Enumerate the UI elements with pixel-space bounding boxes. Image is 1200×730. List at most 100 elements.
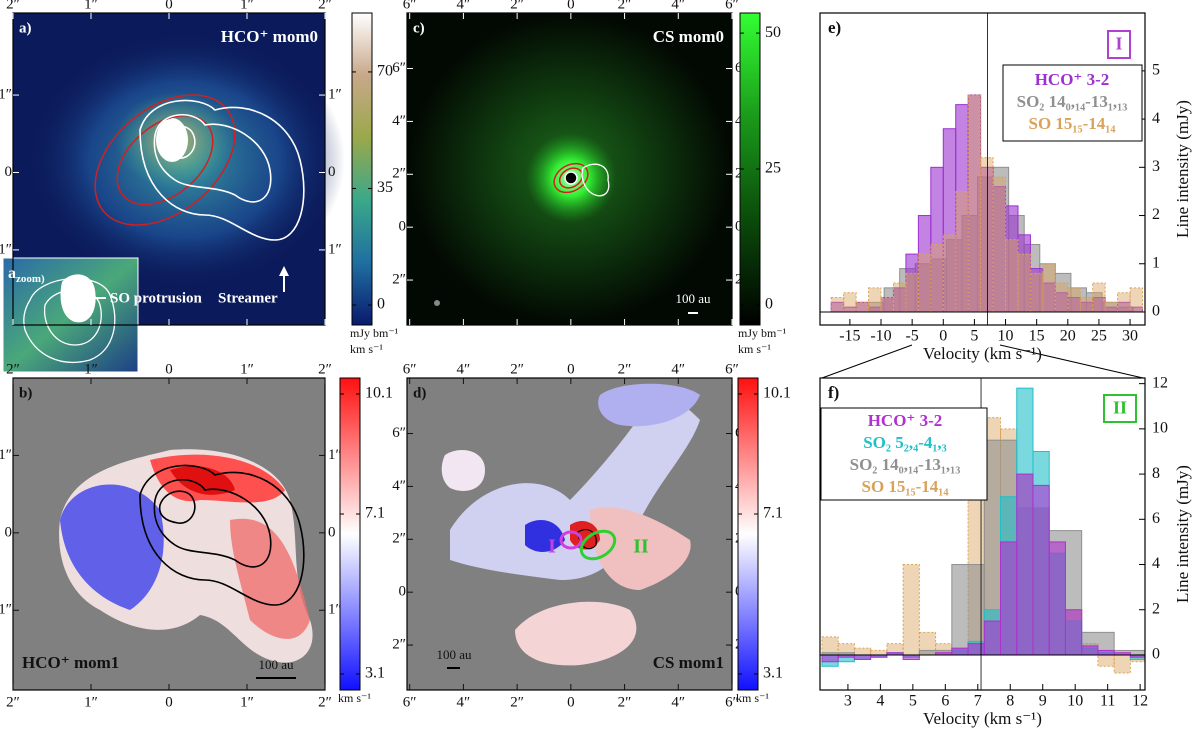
y-tick-label: 3 xyxy=(1152,158,1160,175)
y-tick-label: 0 xyxy=(1152,303,1160,320)
histogram-bar xyxy=(1081,645,1099,656)
x-tick-label: 2″ xyxy=(318,361,332,377)
y-tick-label: 2″ xyxy=(392,271,406,287)
legend-entry: SO₂ 5₂,₄-4₁,₃ xyxy=(863,433,947,452)
x-tick-label: 4″ xyxy=(671,694,685,710)
panel-tag: I xyxy=(1115,34,1122,54)
plot-frame xyxy=(819,377,1146,691)
x-tick-label: 25 xyxy=(1091,328,1107,345)
x-tick-label: 6″ xyxy=(725,361,739,377)
y-tick-label: 0 xyxy=(5,164,13,180)
panel-title: CS mom0 xyxy=(653,27,724,46)
panel-label: e) xyxy=(828,18,841,37)
y-tick-label: 0 xyxy=(5,524,13,540)
histogram-bar xyxy=(930,243,944,313)
x-tick-label: 12 xyxy=(1132,693,1148,710)
colorbar-tick-label: 25 xyxy=(765,160,781,177)
panel-label: c) xyxy=(413,20,425,36)
histogram-bar xyxy=(951,647,969,656)
plot-area xyxy=(820,94,1145,313)
histogram-bar xyxy=(1117,292,1131,313)
x-tick-label: 30 xyxy=(1122,328,1138,345)
histogram-bar xyxy=(1097,649,1115,656)
histogram-bar xyxy=(1097,654,1115,667)
histogram-bar xyxy=(1113,654,1131,674)
y-tick-label: 1 xyxy=(1152,254,1160,271)
colorbar-tick-label: 3.1 xyxy=(365,665,385,682)
y-tick-label: 6″ xyxy=(392,60,406,76)
y-tick-label: 1″ xyxy=(328,447,342,463)
x-tick-label: 0 xyxy=(567,694,575,710)
x-tick-label: 2″ xyxy=(510,0,524,12)
legend-entry: SO₂ 14₀,₁₄-13₁,₁₃ xyxy=(1017,92,1128,111)
legend-box xyxy=(1002,64,1143,142)
histogram-bar xyxy=(918,631,937,656)
panel-label: b) xyxy=(19,385,32,401)
panel-title: HCO⁺ mom0 xyxy=(221,27,318,46)
histogram-bar xyxy=(905,272,919,313)
legend-entry: SO 15₁₅-14₁₄ xyxy=(862,477,949,496)
x-tick-label: -10 xyxy=(870,328,891,345)
colorbar-tick-label: 70 xyxy=(377,63,393,80)
y-tick-label: 2″ xyxy=(392,636,406,652)
y-tick-label: 0 xyxy=(1152,646,1160,663)
legend-entry: HCO⁺ 3-2 xyxy=(1035,70,1110,89)
x-tick-label: 7 xyxy=(974,693,982,710)
x-tick-label: 9 xyxy=(1039,693,1047,710)
histogram-bar xyxy=(980,157,994,313)
plot-area xyxy=(820,387,1145,674)
colorbar-unit: km s⁻¹ xyxy=(338,691,371,705)
panel-label: d) xyxy=(413,385,426,401)
x-tick-label: -5 xyxy=(905,328,918,345)
colorbar-unit: km s⁻¹ xyxy=(736,691,769,705)
x-tick-label: 2″ xyxy=(6,694,20,710)
x-tick-label: 5 xyxy=(970,328,978,345)
histogram-bar xyxy=(1054,282,1069,313)
histogram-bar xyxy=(830,297,845,313)
y-tick-label: 0 xyxy=(328,524,336,540)
x-tick-label: 2″ xyxy=(618,694,632,710)
histogram-bar xyxy=(992,176,1007,313)
legend-entry: HCO⁺ 3-2 xyxy=(868,411,943,430)
histogram-bar xyxy=(1029,272,1044,313)
histogram-bar xyxy=(868,287,882,313)
histogram-bar xyxy=(902,564,920,656)
histogram-bar xyxy=(917,253,932,313)
histogram-bar xyxy=(967,643,985,656)
annotation: SO protrusion xyxy=(110,290,202,306)
histogram-bar xyxy=(1032,484,1050,656)
x-tick-label: 1″ xyxy=(84,361,98,377)
histogram-bar xyxy=(1048,541,1066,656)
map-frame xyxy=(406,377,733,691)
histogram-bar xyxy=(843,292,857,313)
panel-tag: II xyxy=(1113,398,1127,418)
x-tick-label: 1″ xyxy=(84,694,98,710)
y-tick-label: 4 xyxy=(1152,110,1160,127)
x-tick-label: 0 xyxy=(165,361,173,377)
panel-label: a) xyxy=(19,20,32,36)
colorbar-unit: mJy bm⁻¹ xyxy=(350,326,399,340)
map-a-image xyxy=(2,13,345,373)
x-tick-label: 8 xyxy=(1006,693,1014,710)
y-tick-label: 4 xyxy=(1152,555,1160,572)
inset-label: azoom) xyxy=(8,265,45,285)
histogram-bar xyxy=(855,301,870,313)
zoom-connectors xyxy=(821,344,1144,379)
histogram-bar xyxy=(1104,301,1119,313)
histogram-bar xyxy=(880,297,894,313)
histogram-bar xyxy=(1017,253,1031,313)
x-tick-label: 15 xyxy=(1029,328,1045,345)
inset-label-sub: zoom) xyxy=(16,273,45,285)
colorbar-tick-label: 0 xyxy=(377,296,385,313)
panel-label: f) xyxy=(828,383,839,402)
annotation: I xyxy=(548,536,556,558)
x-tick-label: 1″ xyxy=(84,0,98,12)
scalebar-label: 100 au xyxy=(258,657,294,672)
x-tick-label: 1″ xyxy=(240,361,254,377)
colorbar xyxy=(339,377,361,691)
panel-title: HCO⁺ mom1 xyxy=(22,653,119,672)
x-tick-label: 2″ xyxy=(318,0,332,12)
x-tick-label: 6″ xyxy=(403,694,417,710)
y-tick-label: 0 xyxy=(328,164,336,180)
